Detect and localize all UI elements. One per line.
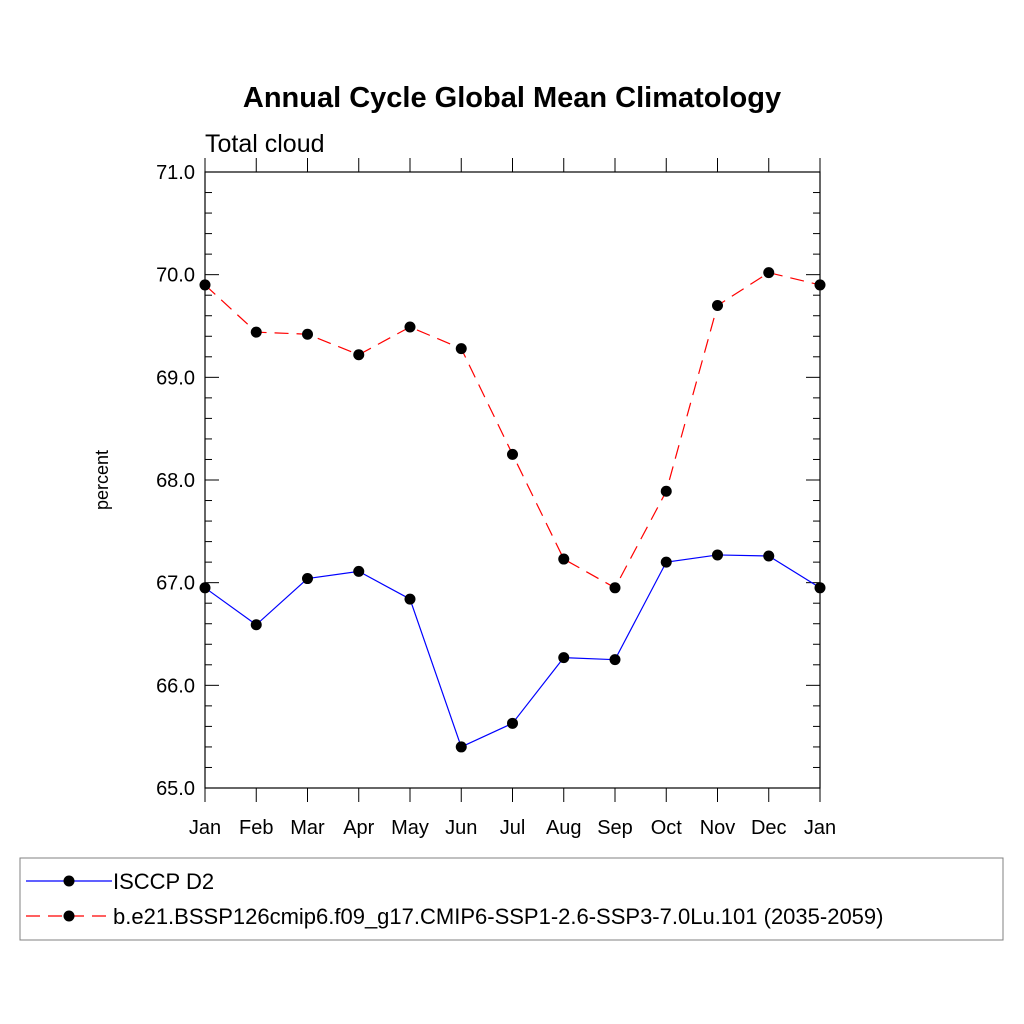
series-2-point [609, 582, 621, 594]
series-1-point [455, 741, 467, 753]
legend-box [19, 857, 1004, 941]
x-tick-label: Feb [239, 817, 273, 839]
y-axis-label: percent [92, 450, 112, 510]
series-2-point [353, 349, 365, 361]
x-tick-label: Mar [290, 817, 325, 839]
series-2-point [814, 279, 826, 291]
x-tick-label: Jan [189, 817, 221, 839]
legend: ISCCP D2 b.e21.BSSP126cmip6.f09_g17.CMIP6… [26, 869, 883, 929]
series-2-point [250, 326, 262, 338]
y-tick-label: 71.0 [156, 162, 195, 184]
x-tick-label: Dec [751, 817, 787, 839]
x-tick-label: Sep [597, 817, 633, 839]
series-line-2 [204, 271, 821, 589]
legend-marker-2 [63, 910, 75, 922]
chart-title: Annual Cycle Global Mean Climatology [243, 82, 781, 114]
x-tick-label: Oct [651, 817, 683, 839]
axis-ticks [204, 158, 821, 802]
series-1-point [404, 593, 416, 605]
legend-label-2: b.e21.BSSP126cmip6.f09_g17.CMIP6-SSP1-2.… [113, 904, 883, 929]
y-tick-label: 68.0 [156, 470, 195, 492]
series-2-point [404, 321, 416, 333]
series-2-point [558, 553, 570, 565]
series-1-point [353, 565, 365, 577]
series-1-point [712, 549, 723, 561]
x-tick-label: Apr [343, 817, 374, 839]
legend-label-1: ISCCP D2 [113, 869, 214, 894]
chart-subtitle: Total cloud [205, 130, 325, 158]
y-tick-label: 70.0 [156, 265, 195, 287]
x-tick-label: Jan [804, 817, 836, 839]
x-tick-label: Jun [445, 817, 477, 839]
series-1-point [763, 550, 775, 562]
series-1-point [558, 652, 570, 664]
y-tick-label: 65.0 [156, 778, 195, 800]
x-tick-label: Jul [500, 817, 526, 839]
y-tick-label: 66.0 [156, 675, 195, 697]
y-tick-label: 67.0 [156, 573, 195, 595]
series-1-point [814, 582, 826, 594]
legend-marker-1 [63, 875, 75, 887]
series-1-point [250, 619, 262, 631]
x-tick-label: Nov [700, 817, 736, 839]
series-2-point [455, 343, 467, 355]
series-1-point [507, 717, 518, 729]
x-tick-label: May [391, 817, 429, 839]
series-1-point [660, 556, 672, 568]
series-2-point [660, 485, 672, 497]
series-2-point [199, 279, 211, 291]
series-2-point [302, 328, 313, 340]
plot-frame [204, 171, 821, 789]
y-tick-label: 69.0 [156, 367, 195, 389]
series-2-point [763, 267, 775, 279]
series-2-point [507, 448, 518, 460]
series-1-point [302, 573, 313, 585]
series-1-point [199, 582, 211, 594]
y-tick-labels: 65.0 66.0 67.0 68.0 69.0 70.0 71.0 [156, 162, 195, 800]
series-2-point [712, 299, 723, 311]
x-tick-labels: Jan Feb Mar Apr May Jun Jul Aug Sep Oct Nov Dec Jan [189, 817, 836, 839]
data-series [199, 267, 826, 753]
x-tick-label: Aug [546, 817, 582, 839]
series-1-point [609, 654, 621, 666]
